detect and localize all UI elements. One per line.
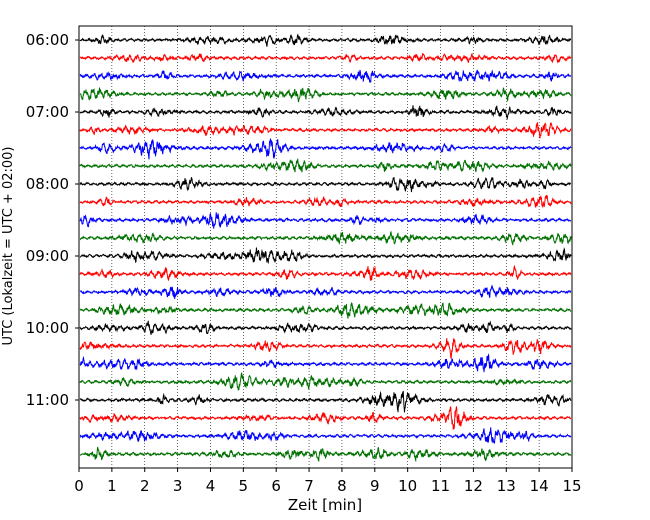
seismic-trace: [79, 138, 572, 160]
x-axis-ticks: 0 1 2 3 4 5 6 7 8 9 10 11 12 13 14 15: [74, 468, 582, 495]
x-tick-label: 6: [271, 477, 281, 495]
y-tick-label: 09:00: [26, 247, 69, 265]
seismic-trace: [79, 231, 572, 246]
x-tick-label: 15: [562, 477, 581, 495]
seismic-trace: [79, 87, 572, 103]
seismic-trace: [79, 446, 572, 463]
seismic-trace: [79, 158, 572, 173]
seismic-trace: [79, 302, 572, 319]
y-axis-label: UTC (Lokalzeit = UTC + 02:00): [1, 147, 16, 346]
y-tick-label: 10:00: [26, 319, 69, 337]
x-tick-label: 7: [304, 477, 314, 495]
x-tick-label: 4: [206, 477, 216, 495]
y-tick-label: 11:00: [26, 391, 69, 409]
seismic-trace: [79, 264, 572, 281]
seismic-trace: [79, 52, 572, 64]
x-tick-label: 8: [337, 477, 347, 495]
seismic-trace: [79, 212, 572, 229]
seismic-trace: [79, 390, 572, 413]
seismic-trace: [79, 320, 572, 335]
x-tick-label: 12: [464, 477, 483, 495]
x-tick-label: 1: [107, 477, 117, 495]
seismic-trace: [79, 122, 572, 139]
seismic-trace: [79, 69, 572, 83]
x-tick-label: 9: [370, 477, 380, 495]
y-tick-label: 08:00: [26, 175, 69, 193]
x-tick-label: 13: [497, 477, 516, 495]
seismic-trace: [79, 353, 572, 373]
seismic-trace: [79, 372, 572, 391]
seismic-trace: [79, 427, 572, 444]
seismic-trace: [79, 33, 572, 47]
y-tick-label: 07:00: [26, 103, 69, 121]
seismic-traces: [79, 33, 572, 463]
seismic-trace: [79, 105, 572, 121]
seismic-trace: [79, 176, 572, 193]
x-tick-label: 0: [74, 477, 84, 495]
plot-frame: [78, 25, 573, 469]
x-tick-label: 14: [530, 477, 549, 495]
seismic-trace: [79, 284, 572, 300]
x-axis-label: Zeit [min]: [288, 496, 362, 514]
y-axis-ticks: 06:00 07:00 08:00 09:00 10:00 11:00: [26, 31, 79, 409]
seismic-trace: [79, 247, 572, 265]
y-tick-label: 06:00: [26, 31, 69, 49]
x-tick-label: 11: [431, 477, 450, 495]
x-tick-label: 10: [398, 477, 417, 495]
seismic-trace: [79, 194, 572, 209]
x-tick-label: 3: [173, 477, 183, 495]
seismic-trace: [79, 406, 572, 430]
x-tick-label: 2: [140, 477, 150, 495]
x-tick-label: 5: [239, 477, 249, 495]
seismic-trace: [79, 337, 572, 360]
